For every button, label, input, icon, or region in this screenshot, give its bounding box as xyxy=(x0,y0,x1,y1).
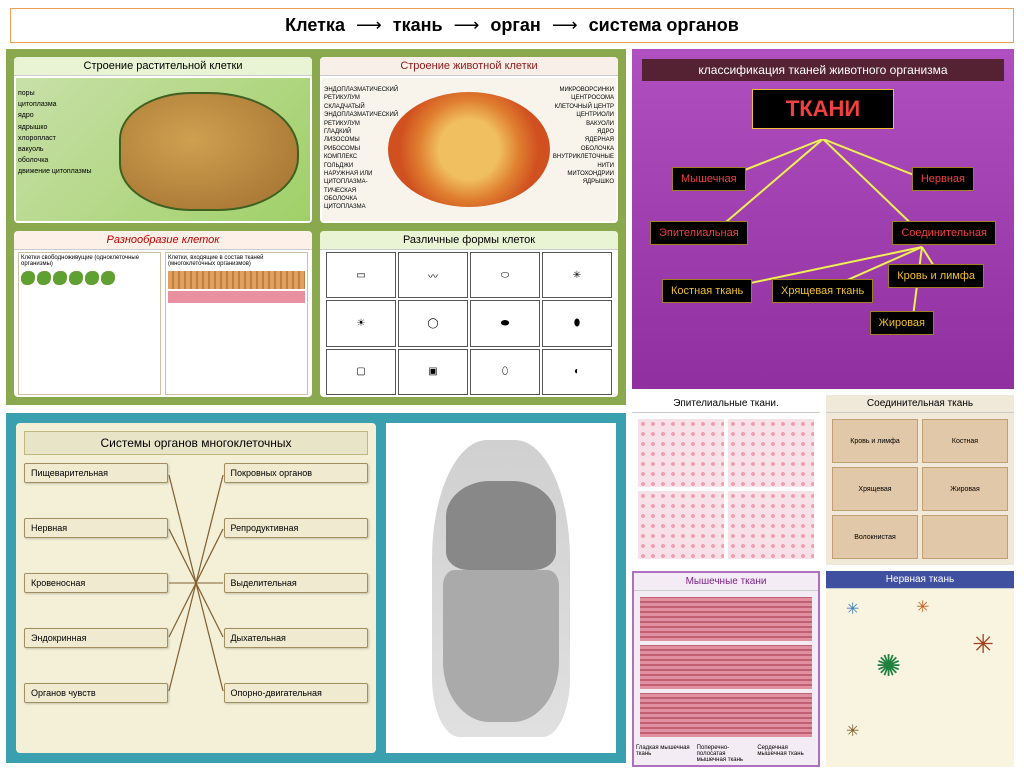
sys-box: Репродуктивная xyxy=(224,518,368,538)
diversity-right-caption: Клетки, входящие в состав тканей (многок… xyxy=(168,255,305,267)
nerve-card: Нервная ткань ✳ ✳ ✺ ✳ ✳ xyxy=(826,571,1014,767)
sys-box: Органов чувств xyxy=(24,683,168,703)
arrow-icon: ⟶ xyxy=(454,15,480,36)
title-4: система органов xyxy=(589,15,739,35)
human-organs-illustration xyxy=(386,423,616,753)
sys-box: Дыхательная xyxy=(224,628,368,648)
title-3: орган xyxy=(490,15,540,35)
organ-systems-panel: Системы органов многоклеточных Пищеварит… xyxy=(6,413,626,763)
sys-box: Кровеносная xyxy=(24,573,168,593)
forms-card: Различные формы клеток ▭〰⬭✳ ☀◯⬬⬮ ▢▣⬯◐ xyxy=(320,231,618,397)
sys-box: Покровных органов xyxy=(224,463,368,483)
musc-title: Мышечные ткани xyxy=(634,573,818,591)
sys-box: Нервная xyxy=(24,518,168,538)
plant-cell-labels: поры цитоплазма ядро ядрышко хлоропласт … xyxy=(18,88,92,178)
animal-right-labels: МИКРОВОРСИНКИЦЕНТРОСОМА КЛЕТОЧНЫЙ ЦЕНТРЦ… xyxy=(553,86,614,187)
node-bone: Костная ткань xyxy=(662,279,752,303)
diversity-card: Разнообразие клеток Клетки свободноживущ… xyxy=(14,231,312,397)
tissue-classification-panel: классификация тканей животного организма… xyxy=(632,49,1014,389)
connective-card: Соединительная ткань Кровь и лимфаКостна… xyxy=(826,395,1014,565)
node-blood: Кровь и лимфа xyxy=(888,264,984,288)
sys-box: Опорно-двигательная xyxy=(224,683,368,703)
sys-box: Выделительная xyxy=(224,573,368,593)
node-fat: Жировая xyxy=(870,311,934,335)
animal-cell-title: Строение животной клетки xyxy=(320,57,618,76)
epit-title: Эпителиальные ткани. xyxy=(632,395,820,413)
diversity-left-caption: Клетки свободноживущие (одноклеточные ор… xyxy=(21,255,158,267)
systems-diagram: Системы органов многоклеточных Пищеварит… xyxy=(16,423,376,753)
arrow-icon: ⟶ xyxy=(356,15,382,36)
diversity-title: Разнообразие клеток xyxy=(14,231,312,250)
animal-left-labels: ЭНДОПЛАЗМАТИЧЕСКИЙРЕТИКУЛУМ СКЛАДЧАТЫЙЭН… xyxy=(324,86,398,212)
plant-cell-title: Строение растительной клетки xyxy=(14,57,312,76)
plant-cell-card: Строение растительной клетки поры цитопл… xyxy=(14,57,312,223)
node-nerve: Нервная xyxy=(912,167,974,191)
tissue-class-header: классификация тканей животного организма xyxy=(642,59,1004,81)
sys-box: Пищеварительная xyxy=(24,463,168,483)
node-epit: Эпителиальная xyxy=(650,221,748,245)
epithelial-card: Эпителиальные ткани. xyxy=(632,395,820,565)
systems-title: Системы органов многоклеточных xyxy=(24,431,368,455)
title-2: ткань xyxy=(393,15,443,35)
tissue-main-node: ТКАНИ xyxy=(752,89,894,129)
conn-title: Соединительная ткань xyxy=(826,395,1014,413)
node-cart: Хрящевая ткань xyxy=(772,279,873,303)
sys-box: Эндокринная xyxy=(24,628,168,648)
nerve-title: Нервная ткань xyxy=(826,571,1014,589)
arrow-icon: ⟶ xyxy=(552,15,578,36)
node-muscle: Мышечная xyxy=(672,167,746,191)
node-conn: Соединительная xyxy=(892,221,996,245)
muscle-card: Мышечные ткани Гладкая мышечная ткань По… xyxy=(632,571,820,767)
animal-cell-card: Строение животной клетки ЭНДОПЛАЗМАТИЧЕС… xyxy=(320,57,618,223)
page-title: Клетка ⟶ ткань ⟶ орган ⟶ система органов xyxy=(10,8,1014,43)
title-1: Клетка xyxy=(285,15,345,35)
cells-panel: Строение растительной клетки поры цитопл… xyxy=(6,49,626,405)
